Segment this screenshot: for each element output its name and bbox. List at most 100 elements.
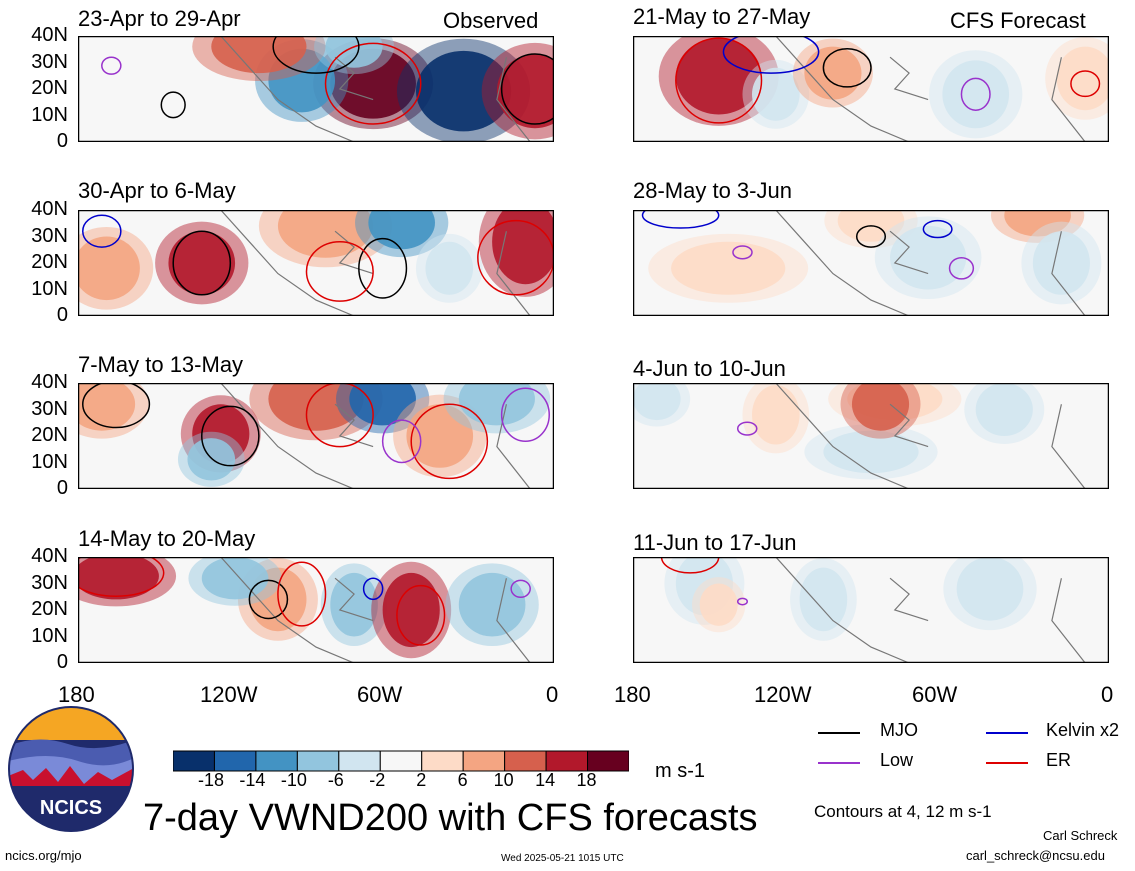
colorbar-tick-label: 6 <box>457 770 468 790</box>
y-tick-label: 40N <box>31 198 68 220</box>
field-shading <box>406 404 474 468</box>
field-shading <box>496 54 554 129</box>
coastline <box>1051 57 1086 142</box>
map-frame <box>633 210 1109 316</box>
panel-title-5: 7-May to 13-May <box>78 352 244 377</box>
contour-line <box>922 219 953 239</box>
contour-line <box>948 256 975 280</box>
field-shading <box>78 383 136 431</box>
field-shading <box>382 572 440 648</box>
field-shading <box>975 383 1033 436</box>
panel-title-6: 4-Jun to 10-Jun <box>633 356 786 381</box>
field-shading <box>804 46 862 100</box>
contour-line <box>500 387 550 443</box>
field-shading <box>956 557 1024 621</box>
coastline <box>496 404 531 489</box>
map-frame <box>633 383 1109 489</box>
field-shading <box>942 60 1010 129</box>
contour-line <box>82 214 122 248</box>
field-shading <box>1056 46 1109 111</box>
coastline <box>889 230 929 275</box>
map-panel-forecast-4 <box>633 557 1109 663</box>
y-tick-label: 40N <box>31 545 68 567</box>
colorbar-unit: m s-1 <box>655 760 705 782</box>
colorbar-tick-label: -18 <box>197 770 224 790</box>
field-shading <box>458 383 535 426</box>
legend-label-low: Low <box>880 750 914 770</box>
field-shading <box>78 236 140 301</box>
contour-line <box>736 421 758 436</box>
coastline <box>889 577 929 622</box>
x-tick-180-left: 180 <box>58 682 95 707</box>
contour-line <box>248 579 289 620</box>
colorbar-tick-label: 10 <box>493 770 514 790</box>
colorbar <box>173 750 629 772</box>
field-shading <box>752 67 800 121</box>
field-shading <box>425 241 474 295</box>
coastline <box>775 36 910 142</box>
field-shading <box>851 383 910 431</box>
colorbar-tick-label: -2 <box>369 770 386 790</box>
contour-line <box>201 405 260 467</box>
coastline <box>220 210 355 316</box>
map-panel-observed-2 <box>78 210 554 316</box>
map-frame <box>78 557 554 663</box>
coastline <box>775 383 910 489</box>
coastline <box>496 231 531 316</box>
contour-line <box>160 91 186 119</box>
x-tick-0-right: 0 <box>1101 682 1114 707</box>
field-shading <box>752 385 800 445</box>
y-tick-label: 0 <box>56 477 68 499</box>
colorbar-tick-label: 2 <box>416 770 427 790</box>
field-shading <box>799 567 848 632</box>
contour-line <box>101 56 122 75</box>
y-tick-label: 20N <box>31 77 68 99</box>
y-tick-label: 40N <box>31 371 68 393</box>
field-shading <box>699 583 738 626</box>
colorbar-swatch <box>173 750 215 772</box>
coastline <box>496 578 531 663</box>
contour-line <box>660 557 720 574</box>
contour-note: Contours at 4, 12 m s-1 <box>814 802 992 821</box>
colorbar-swatch <box>255 750 298 772</box>
contour-line <box>732 245 753 260</box>
contour-line <box>675 37 763 124</box>
field-shading <box>633 383 681 421</box>
footer-timestamp: Wed 2025-05-21 1015 UTC <box>501 853 624 864</box>
field-shading <box>890 225 967 290</box>
contour-line <box>500 53 554 125</box>
y-tick-label: 30N <box>31 50 68 73</box>
x-tick-60w-right: 60W <box>912 682 958 707</box>
field-shading <box>349 383 416 426</box>
panel-title-3: 30-Apr to 6-May <box>78 178 236 203</box>
coastline <box>889 56 929 101</box>
coastline <box>220 383 355 489</box>
colorbar-tick-label: -10 <box>280 770 307 790</box>
coastline <box>1051 231 1086 316</box>
map-panel-observed-3 <box>78 383 554 489</box>
panel-title-7: 14-May to 20-May <box>78 526 256 551</box>
map-panel-observed-1 <box>78 36 554 142</box>
field-shading <box>78 557 159 600</box>
y-tick-label: 20N <box>31 251 68 273</box>
y-tick-label: 40N <box>31 24 68 46</box>
colorbar-swatch <box>379 750 423 772</box>
colorbar-swatch <box>213 750 257 772</box>
y-tick-label: 10N <box>31 103 68 126</box>
map-panel-forecast-2 <box>633 210 1109 316</box>
footer-site: ncics.org/mjo <box>5 848 82 863</box>
map-panel-forecast-1 <box>633 36 1109 142</box>
contour-line <box>822 47 872 88</box>
coastline <box>220 36 355 142</box>
legend-line-er <box>986 762 1028 764</box>
colorbar-swatch <box>504 750 547 772</box>
contour-line <box>78 557 165 597</box>
map-frame <box>78 383 554 489</box>
coastline <box>334 230 374 275</box>
field-shading <box>268 383 364 431</box>
legend-label-mjo: MJO <box>880 720 918 740</box>
panel-title-8: 11-Jun to 17-Jun <box>633 530 797 555</box>
colorbar-swatch <box>545 750 589 772</box>
coastline <box>889 403 929 448</box>
coastline <box>1051 404 1086 489</box>
